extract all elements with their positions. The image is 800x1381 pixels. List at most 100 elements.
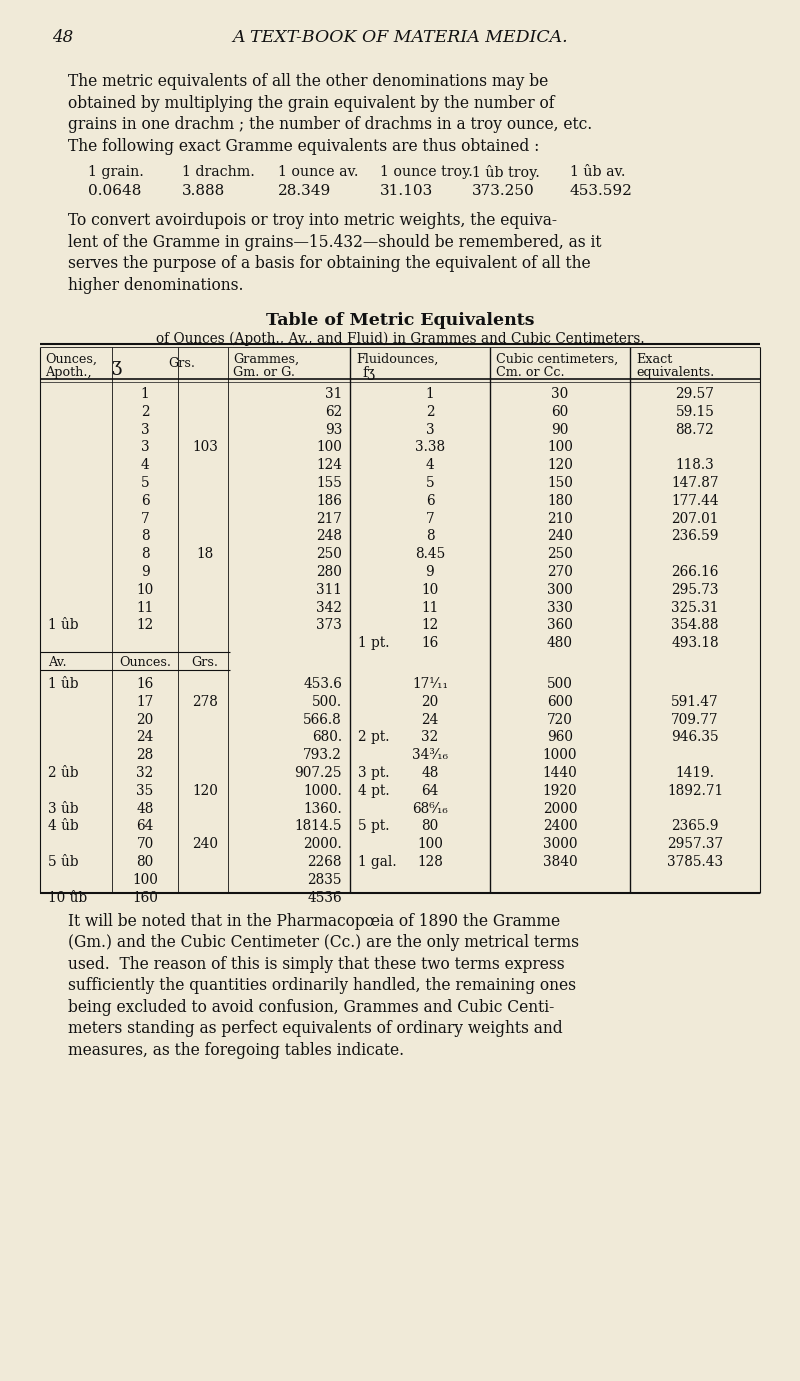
- Text: 2: 2: [426, 405, 434, 418]
- Text: 3: 3: [141, 423, 150, 436]
- Text: 1000: 1000: [542, 749, 578, 762]
- Text: being excluded to avoid confusion, Grammes and Cubic Centi-: being excluded to avoid confusion, Gramm…: [68, 998, 554, 1015]
- Text: 147.87: 147.87: [671, 476, 718, 490]
- Text: 7: 7: [426, 511, 434, 526]
- Text: 28.349: 28.349: [278, 184, 331, 197]
- Text: 342: 342: [316, 601, 342, 615]
- Text: 5: 5: [426, 476, 434, 490]
- Text: 3 ûb: 3 ûb: [48, 801, 78, 816]
- Text: 709.77: 709.77: [671, 713, 718, 726]
- Text: 210: 210: [547, 511, 573, 526]
- Text: 793.2: 793.2: [303, 749, 342, 762]
- Text: 30: 30: [551, 387, 569, 400]
- Text: 180: 180: [547, 494, 573, 508]
- Text: 1 ounce av.: 1 ounce av.: [278, 164, 358, 180]
- Text: 207.01: 207.01: [671, 511, 718, 526]
- Text: equivalents.: equivalents.: [636, 366, 714, 378]
- Text: 1 ounce troy.: 1 ounce troy.: [380, 164, 473, 180]
- Text: obtained by multiplying the grain equivalent by the number of: obtained by multiplying the grain equiva…: [68, 94, 554, 112]
- Text: 64: 64: [136, 819, 154, 833]
- Text: Table of Metric Equivalents: Table of Metric Equivalents: [266, 312, 534, 329]
- Text: 680.: 680.: [312, 731, 342, 744]
- Text: 5 ûb: 5 ûb: [48, 855, 78, 869]
- Text: 500: 500: [547, 677, 573, 690]
- Text: 1: 1: [426, 387, 434, 400]
- Text: 6: 6: [141, 494, 150, 508]
- Text: 960: 960: [547, 731, 573, 744]
- Text: 20: 20: [136, 713, 154, 726]
- Text: 248: 248: [316, 529, 342, 543]
- Text: 18: 18: [196, 547, 214, 561]
- Text: 1 grain.: 1 grain.: [88, 164, 144, 180]
- Text: 280: 280: [316, 565, 342, 579]
- Text: 48: 48: [52, 29, 74, 46]
- Text: 17: 17: [136, 695, 154, 708]
- Text: 325.31: 325.31: [671, 601, 718, 615]
- Text: 2400: 2400: [542, 819, 578, 833]
- Text: 217: 217: [316, 511, 342, 526]
- Text: 12: 12: [422, 619, 438, 632]
- Text: 946.35: 946.35: [671, 731, 719, 744]
- Text: 80: 80: [136, 855, 154, 869]
- Text: Exact: Exact: [636, 354, 672, 366]
- Text: Grs.: Grs.: [169, 358, 195, 370]
- Text: 7: 7: [141, 511, 150, 526]
- Text: 128: 128: [417, 855, 443, 869]
- Text: 32: 32: [136, 766, 154, 780]
- Text: 1: 1: [141, 387, 150, 400]
- Text: 31.103: 31.103: [380, 184, 434, 197]
- Text: 0.0648: 0.0648: [88, 184, 142, 197]
- Text: 3 pt.: 3 pt.: [358, 766, 390, 780]
- Text: 4: 4: [426, 458, 434, 472]
- Text: 120: 120: [192, 784, 218, 798]
- Text: 155: 155: [316, 476, 342, 490]
- Text: 90: 90: [551, 423, 569, 436]
- Text: 4: 4: [141, 458, 150, 472]
- Text: 150: 150: [547, 476, 573, 490]
- Text: 10: 10: [136, 583, 154, 597]
- Text: 250: 250: [547, 547, 573, 561]
- Text: 373.250: 373.250: [472, 184, 534, 197]
- Text: 93: 93: [325, 423, 342, 436]
- Text: 32: 32: [422, 731, 438, 744]
- Text: 16: 16: [136, 677, 154, 690]
- Text: Ounces.: Ounces.: [119, 656, 171, 668]
- Text: Apoth.,: Apoth.,: [45, 366, 92, 378]
- Text: 2000: 2000: [542, 801, 578, 816]
- Text: 1 ûb troy.: 1 ûb troy.: [472, 164, 540, 180]
- Text: 500.: 500.: [312, 695, 342, 708]
- Text: 600: 600: [547, 695, 573, 708]
- Text: 493.18: 493.18: [671, 637, 719, 650]
- Text: 373: 373: [316, 619, 342, 632]
- Text: Av.: Av.: [48, 656, 66, 668]
- Text: 48: 48: [136, 801, 154, 816]
- Text: Grs.: Grs.: [191, 656, 218, 668]
- Text: 118.3: 118.3: [676, 458, 714, 472]
- Text: 88.72: 88.72: [676, 423, 714, 436]
- Text: 62: 62: [325, 405, 342, 418]
- Text: 80: 80: [422, 819, 438, 833]
- Text: 2835: 2835: [307, 873, 342, 887]
- Text: 3: 3: [426, 423, 434, 436]
- Text: (Gm.) and the Cubic Centimeter (Cc.) are the only metrical terms: (Gm.) and the Cubic Centimeter (Cc.) are…: [68, 934, 579, 952]
- Text: 2: 2: [141, 405, 150, 418]
- Text: The following exact Gramme equivalents are thus obtained :: The following exact Gramme equivalents a…: [68, 138, 539, 155]
- Text: 4 ûb: 4 ûb: [48, 819, 78, 833]
- Text: 100: 100: [547, 441, 573, 454]
- Text: Gm. or G.: Gm. or G.: [233, 366, 295, 378]
- Text: 2 ûb: 2 ûb: [48, 766, 78, 780]
- Text: 8: 8: [426, 529, 434, 543]
- Text: 907.25: 907.25: [294, 766, 342, 780]
- Text: 278: 278: [192, 695, 218, 708]
- Text: 591.47: 591.47: [671, 695, 719, 708]
- Text: 10: 10: [422, 583, 438, 597]
- Text: 8.45: 8.45: [415, 547, 445, 561]
- Text: 24: 24: [422, 713, 438, 726]
- Text: 1 ûb: 1 ûb: [48, 677, 78, 690]
- Text: 5: 5: [141, 476, 150, 490]
- Text: 17¹⁄₁₁: 17¹⁄₁₁: [412, 677, 448, 690]
- Text: 64: 64: [422, 784, 438, 798]
- Text: 60: 60: [551, 405, 569, 418]
- Text: 240: 240: [192, 837, 218, 851]
- Text: 3.888: 3.888: [182, 184, 226, 197]
